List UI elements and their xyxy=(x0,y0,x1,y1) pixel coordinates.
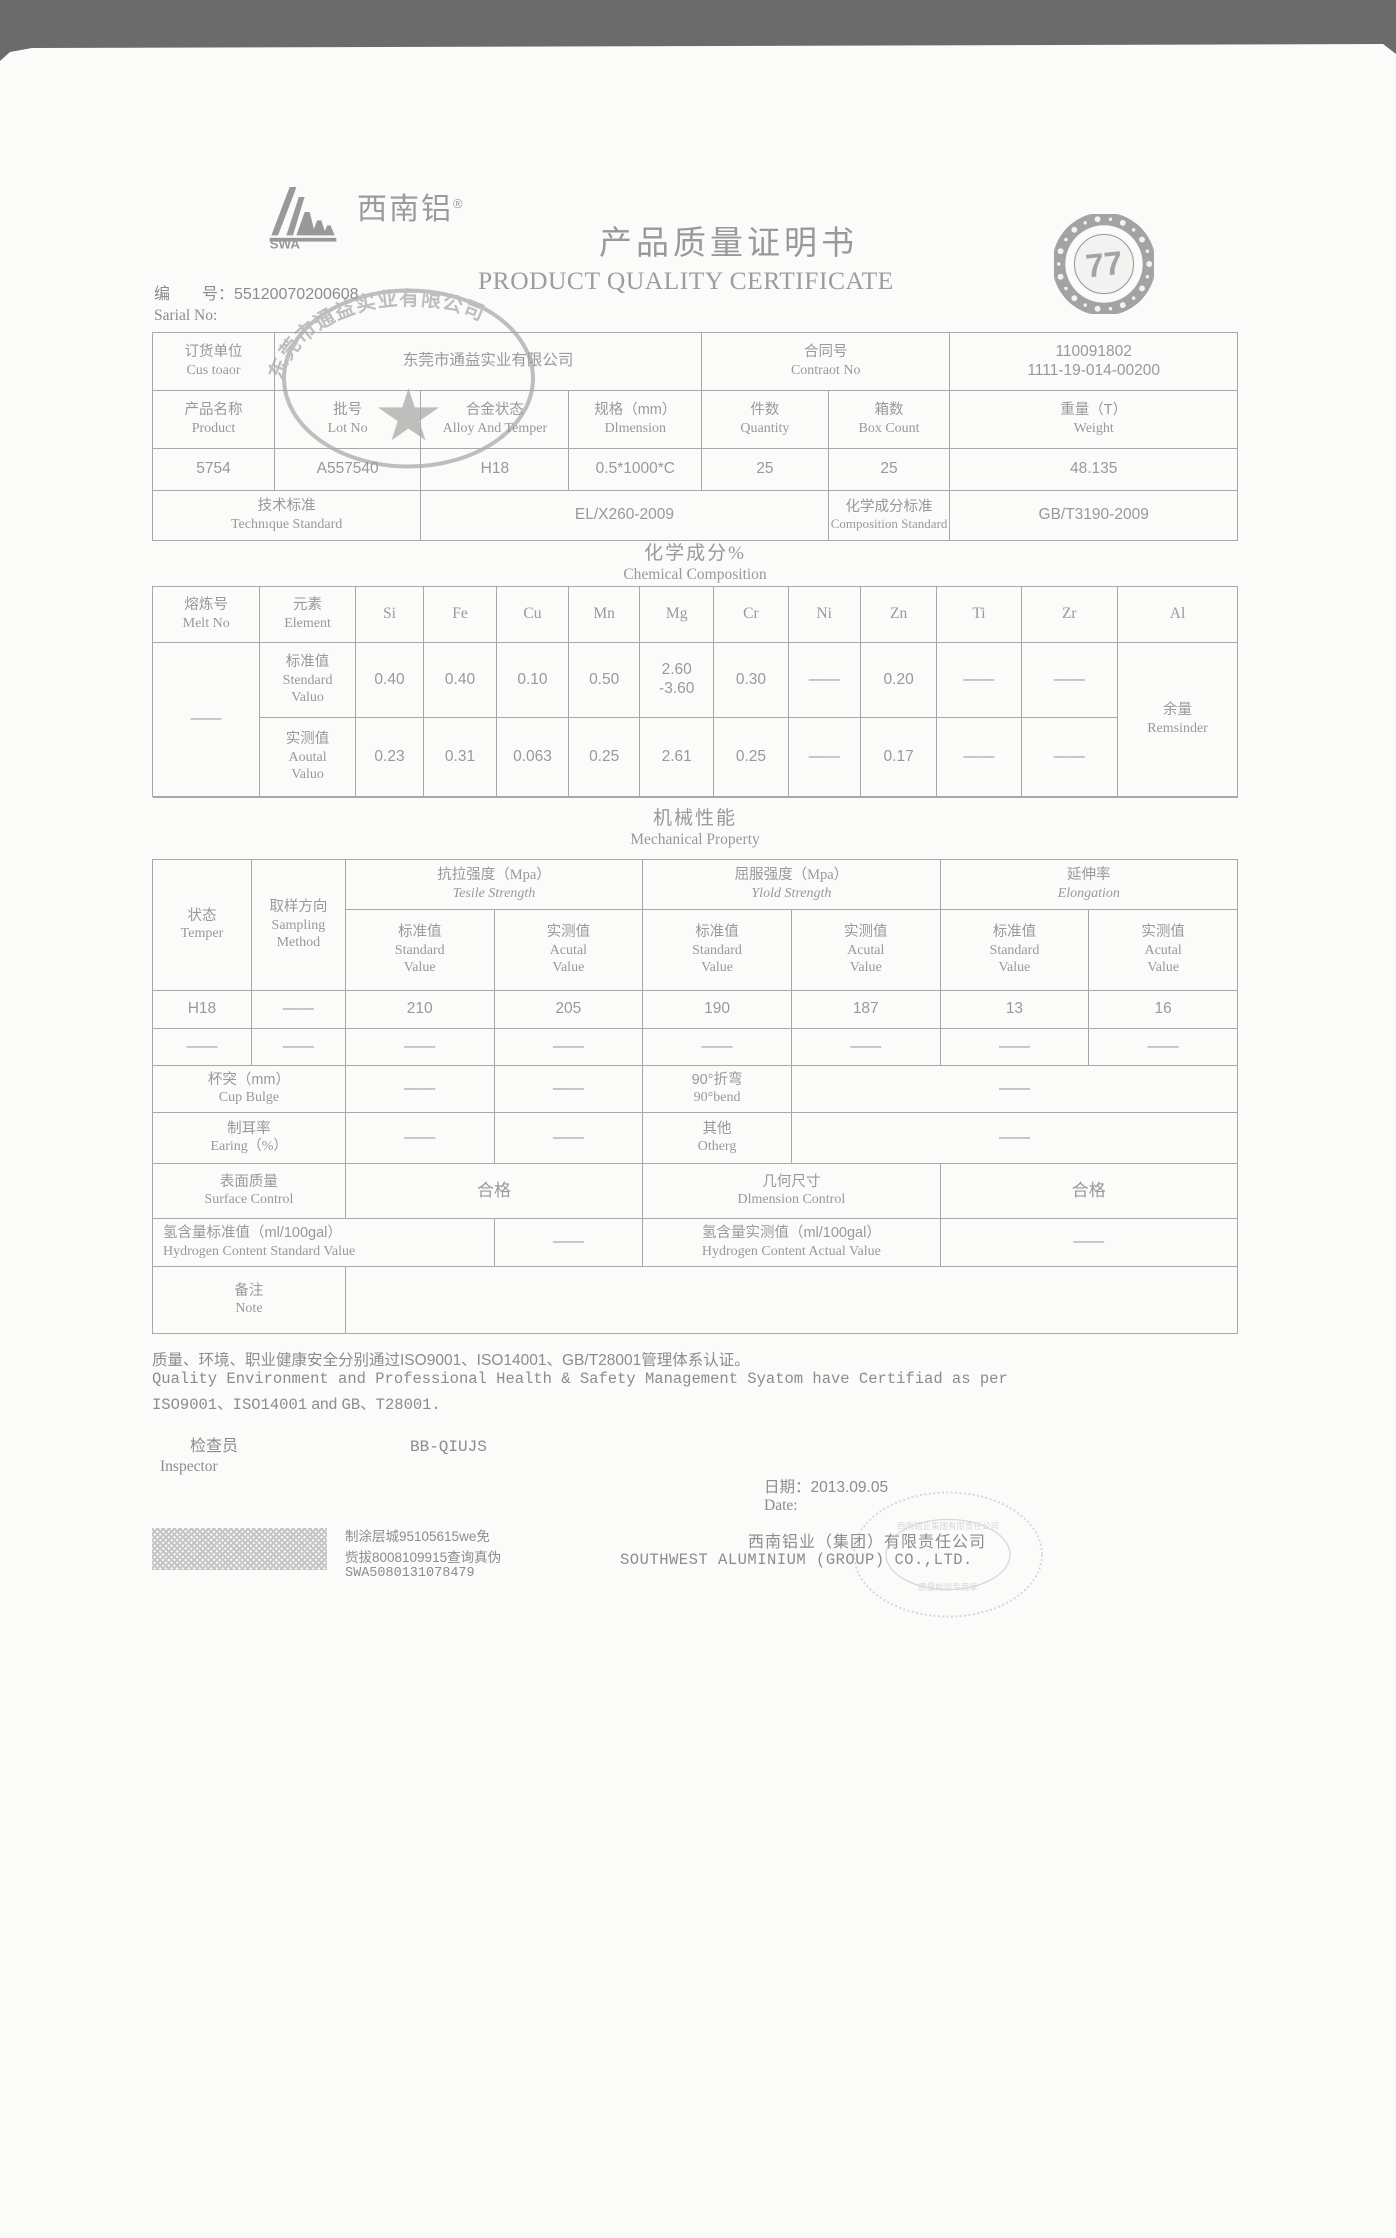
svg-text:SWA: SWA xyxy=(270,237,301,252)
svg-text:西南铝业集团有限责任公司: 西南铝业集团有限责任公司 xyxy=(897,1521,999,1531)
svg-text:质量检验专用章: 质量检验专用章 xyxy=(918,1582,978,1592)
svg-text:77: 77 xyxy=(1084,245,1124,286)
